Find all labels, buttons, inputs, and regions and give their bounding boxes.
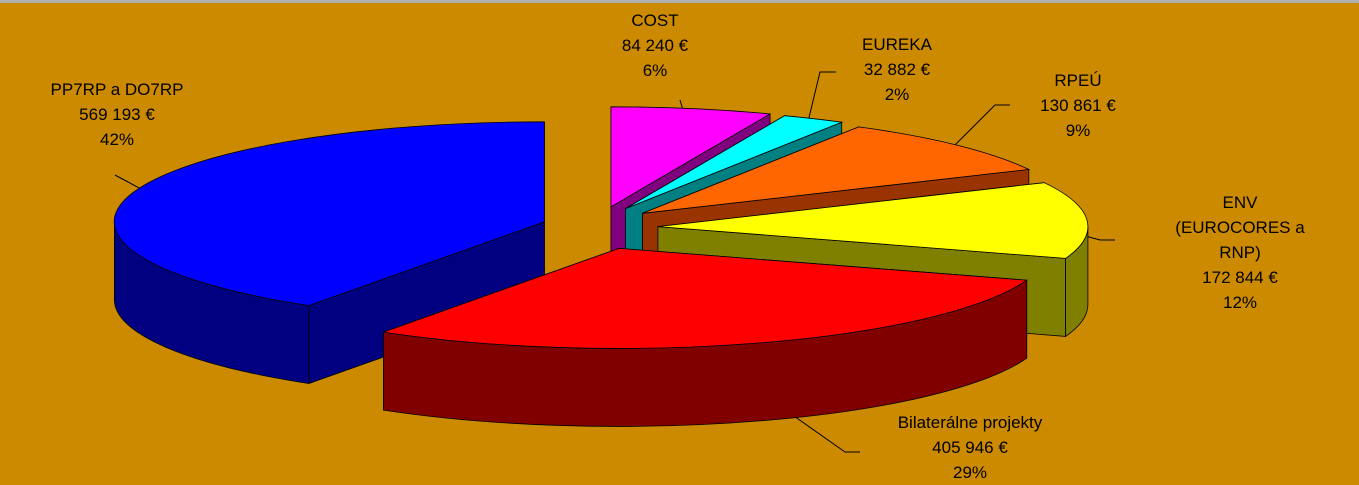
category-label: Bilaterálne projekty xyxy=(897,413,1043,432)
slice xyxy=(657,182,1089,259)
value-label: 569 193 € xyxy=(79,105,155,124)
slice xyxy=(625,115,844,209)
slice-label: PP7RP a DO7RP 569 193 € 42% xyxy=(17,77,217,152)
value-label: 84 240 € xyxy=(621,36,689,55)
slice-label: ENV (EUROCORES a RNP) 172 844 € 12% xyxy=(1165,190,1315,315)
category-label: EUREKA xyxy=(862,35,932,54)
percent-label: 9% xyxy=(1065,121,1091,140)
percent-label: 42% xyxy=(99,130,135,149)
slice-label: COST 84 240 € 6% xyxy=(595,8,715,83)
percent-label: 2% xyxy=(884,85,910,104)
slice-label: Bilaterálne projekty 405 946 € 29% xyxy=(850,410,1090,485)
value-label: 130 861 € xyxy=(1040,96,1116,115)
category-label: PP7RP a DO7RP xyxy=(50,80,184,99)
percent-label: 29% xyxy=(952,463,988,482)
top-border xyxy=(0,0,1359,3)
slice-label: RPEÚ 130 861 € 9% xyxy=(1018,68,1138,143)
slice-label: EUREKA 32 882 € 2% xyxy=(837,32,957,107)
category-label: RPEÚ xyxy=(1054,71,1102,90)
value-label: 405 946 € xyxy=(932,438,1008,457)
value-label: 32 882 € xyxy=(863,60,931,79)
category-label: ENV (EUROCORES a RNP) xyxy=(1175,193,1305,262)
slice xyxy=(610,106,772,208)
slice xyxy=(113,121,545,306)
percent-label: 12% xyxy=(1222,293,1258,312)
value-label: 172 844 € xyxy=(1202,268,1278,287)
slice xyxy=(383,247,1028,349)
percent-label: 6% xyxy=(642,61,668,80)
slice xyxy=(642,126,1031,214)
category-label: COST xyxy=(631,11,679,30)
